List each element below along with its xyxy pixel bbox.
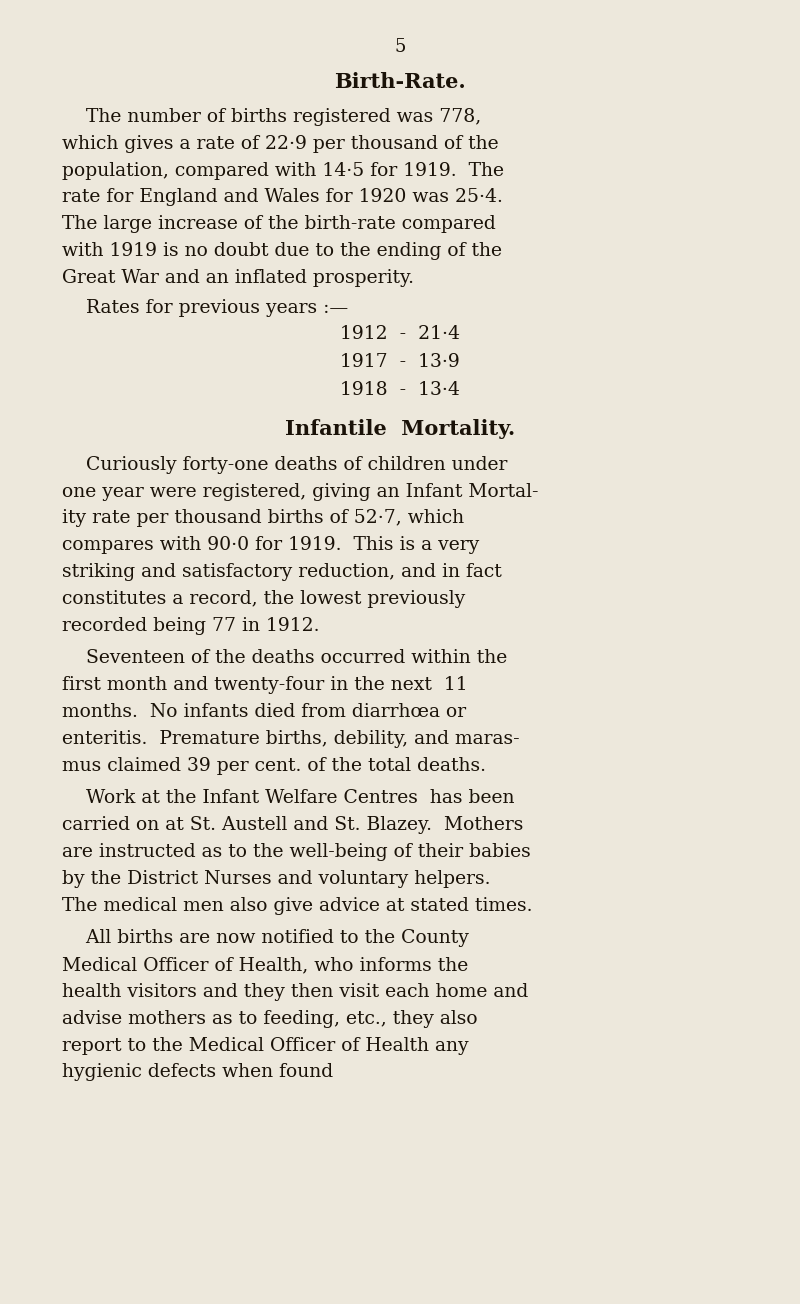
Text: rate for England and Wales for 1920 was 25·4.: rate for England and Wales for 1920 was … (62, 188, 503, 206)
Text: compares with 90·0 for 1919.  This is a very: compares with 90·0 for 1919. This is a v… (62, 536, 479, 554)
Text: months.  No infants died from diarrhœa or: months. No infants died from diarrhœa or (62, 703, 466, 721)
Text: hygienic defects when found: hygienic defects when found (62, 1063, 333, 1081)
Text: health visitors and they then visit each home and: health visitors and they then visit each… (62, 983, 528, 1001)
Text: mus claimed 39 per cent. of the total deaths.: mus claimed 39 per cent. of the total de… (62, 756, 486, 775)
Text: advise mothers as to feeding, etc., they also: advise mothers as to feeding, etc., they… (62, 1009, 478, 1028)
Text: are instructed as to the well-being of their babies: are instructed as to the well-being of t… (62, 842, 530, 861)
Text: 1912  -  21·4: 1912 - 21·4 (340, 326, 460, 343)
Text: report to the Medical Officer of Health any: report to the Medical Officer of Health … (62, 1037, 469, 1055)
Text: All births are now notified to the County: All births are now notified to the Count… (62, 930, 469, 948)
Text: Birth-Rate.: Birth-Rate. (334, 72, 466, 93)
Text: carried on at St. Austell and St. Blazey.  Mothers: carried on at St. Austell and St. Blazey… (62, 816, 523, 835)
Text: 1917  -  13·9: 1917 - 13·9 (340, 353, 460, 372)
Text: recorded being 77 in 1912.: recorded being 77 in 1912. (62, 617, 319, 635)
Text: striking and satisfactory reduction, and in fact: striking and satisfactory reduction, and… (62, 563, 502, 582)
Text: Work at the Infant Welfare Centres  has been: Work at the Infant Welfare Centres has b… (62, 789, 514, 807)
Text: 1918  -  13·4: 1918 - 13·4 (340, 381, 460, 399)
Text: population, compared with 14·5 for 1919.  The: population, compared with 14·5 for 1919.… (62, 162, 504, 180)
Text: The large increase of the birth-rate compared: The large increase of the birth-rate com… (62, 215, 496, 233)
Text: Curiously forty-one deaths of children under: Curiously forty-one deaths of children u… (62, 456, 507, 473)
Text: which gives a rate of 22·9 per thousand of the: which gives a rate of 22·9 per thousand … (62, 134, 498, 153)
Text: by the District Nurses and voluntary helpers.: by the District Nurses and voluntary hel… (62, 870, 490, 888)
Text: 5: 5 (394, 38, 406, 56)
Text: constitutes a record, the lowest previously: constitutes a record, the lowest previou… (62, 589, 466, 608)
Text: Seventeen of the deaths occurred within the: Seventeen of the deaths occurred within … (62, 649, 507, 668)
Text: Great War and an inflated prosperity.: Great War and an inflated prosperity. (62, 269, 414, 287)
Text: first month and twenty-four in the next  11: first month and twenty-four in the next … (62, 677, 468, 694)
Text: enteritis.  Premature births, debility, and maras-: enteritis. Premature births, debility, a… (62, 730, 520, 747)
Text: The medical men also give advice at stated times.: The medical men also give advice at stat… (62, 897, 533, 914)
Text: Medical Officer of Health, who informs the: Medical Officer of Health, who informs t… (62, 956, 468, 974)
Text: ity rate per thousand births of 52·7, which: ity rate per thousand births of 52·7, wh… (62, 510, 464, 527)
Text: Rates for previous years :—: Rates for previous years :— (62, 299, 348, 317)
Text: The number of births registered was 778,: The number of births registered was 778, (62, 108, 482, 126)
Text: with 1919 is no doubt due to the ending of the: with 1919 is no doubt due to the ending … (62, 243, 502, 259)
Text: Infantile  Mortality.: Infantile Mortality. (285, 419, 515, 439)
Text: one year were registered, giving an Infant Mortal-: one year were registered, giving an Infa… (62, 482, 538, 501)
